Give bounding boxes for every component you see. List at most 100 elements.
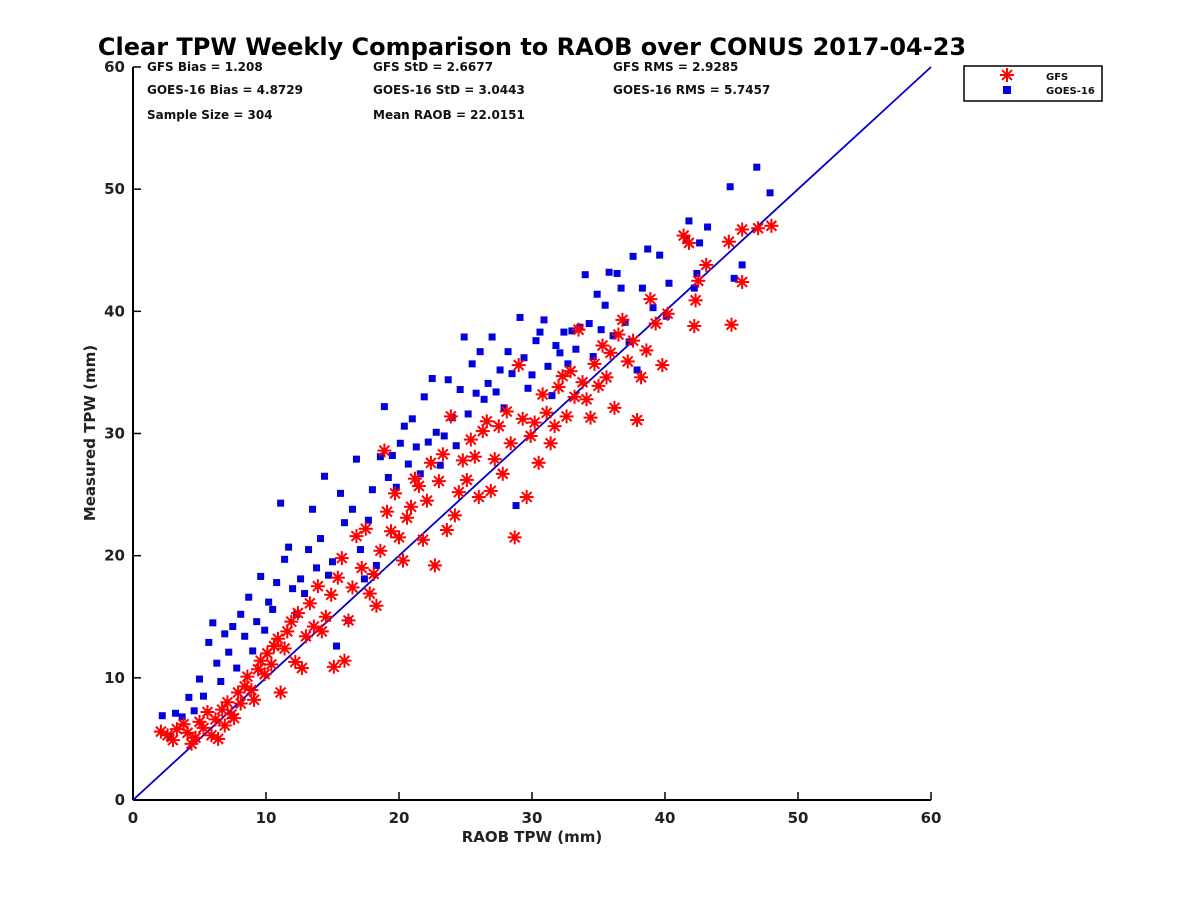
gfs-point (463, 432, 478, 447)
gfs-point (403, 499, 418, 514)
gfs-point (599, 370, 614, 385)
goes16-point (257, 572, 265, 580)
gfs-point (459, 472, 474, 487)
gfs-point (660, 306, 675, 321)
goes16-point (305, 546, 313, 554)
goes16-point (656, 251, 664, 259)
gfs-point (503, 436, 518, 451)
goes16-point (544, 362, 552, 370)
gfs-point (220, 695, 235, 710)
gfs-point (499, 404, 514, 419)
gfs-point (284, 614, 299, 629)
gfs-point (362, 586, 377, 601)
goes16-point (512, 502, 520, 510)
gfs-point (423, 455, 438, 470)
stat-gfs-rms: GFS RMS = 2.9285 (613, 60, 738, 74)
goes16-point (440, 432, 448, 440)
gfs-point (257, 667, 272, 682)
gfs-point (358, 521, 373, 536)
gfs-point (699, 257, 714, 272)
gfs-point (165, 733, 180, 748)
goes16-point (340, 519, 348, 527)
gfs-point (539, 405, 554, 420)
y-tick-label: 40 (104, 302, 125, 320)
gfs-point (324, 587, 339, 602)
goes16-point (237, 610, 245, 618)
goes16-point (665, 279, 673, 287)
goes16-point (269, 605, 277, 613)
goes16-point (476, 348, 484, 356)
goes16-point (617, 284, 625, 292)
plot-axes: 0 10 20 30 40 50 60 0 10 20 30 40 50 60 (104, 58, 941, 827)
gfs-point (643, 292, 658, 307)
legend-gfs-asterisk (1000, 68, 1014, 82)
gfs-point (326, 659, 341, 674)
gfs-point (688, 293, 703, 308)
goes16-point (597, 326, 605, 334)
gfs-point (467, 449, 482, 464)
gfs-point (392, 530, 406, 545)
gfs-point (253, 653, 268, 668)
goes16-point (480, 395, 488, 403)
goes16-point (613, 269, 621, 277)
goes16-point (496, 366, 504, 374)
gfs-point (455, 453, 470, 468)
gfs-point (527, 415, 542, 430)
gfs-point (411, 479, 426, 494)
goes16-point (158, 712, 166, 720)
goes16-point (221, 630, 229, 638)
gfs-point (306, 619, 321, 634)
gfs-point (479, 414, 494, 429)
stat-goes-bias: GOES-16 Bias = 4.8729 (147, 83, 303, 97)
stat-goes-rms: GOES-16 RMS = 5.7457 (613, 83, 770, 97)
goes16-point (356, 546, 364, 554)
gfs-point (555, 369, 570, 384)
gfs-point (607, 400, 622, 415)
gfs-point (318, 609, 333, 624)
goes16-point (185, 693, 193, 701)
goes16-point (504, 348, 512, 356)
goes16-point (560, 328, 568, 336)
gfs-point (511, 358, 526, 373)
goes16-point (520, 354, 528, 362)
goes16-point (249, 647, 257, 655)
goes16-point (508, 370, 516, 378)
x-tick-label: 40 (655, 809, 676, 827)
y-tick-label: 30 (104, 425, 125, 443)
goes16-point (364, 516, 372, 524)
gfs-point (384, 524, 399, 539)
goes16-point (301, 590, 309, 598)
gfs-point (615, 312, 630, 327)
goes16-point (420, 393, 428, 401)
x-axis-label: RAOB TPW (mm) (462, 828, 603, 846)
gfs-point (591, 378, 606, 393)
gfs-point (298, 629, 313, 644)
gfs-point (427, 558, 442, 573)
goes16-point (412, 443, 420, 451)
goes16-point (396, 439, 404, 447)
goes16-point (738, 261, 746, 269)
gfs-point (587, 356, 602, 371)
gfs-point (764, 218, 779, 233)
gfs-point (691, 273, 706, 288)
gfs-point (563, 364, 578, 379)
goes16-point (629, 252, 637, 260)
goes16-point (452, 442, 460, 450)
goes16-point (644, 245, 652, 253)
gfs-point (471, 490, 486, 505)
goes16-point (372, 561, 380, 569)
goes16-point (336, 489, 344, 497)
goes16-point (633, 366, 641, 374)
gfs-point (575, 375, 590, 390)
goes16-point (297, 575, 305, 583)
x-tick-label: 60 (921, 809, 942, 827)
gfs-point (349, 529, 364, 544)
gfs-point (227, 711, 242, 726)
gfs-point (294, 661, 309, 676)
goes16-point (199, 692, 207, 700)
chart-title: Clear TPW Weekly Comparison to RAOB over… (98, 33, 966, 61)
goes16-point (241, 632, 249, 640)
goes16-point (585, 320, 593, 328)
gfs-point (330, 570, 345, 585)
